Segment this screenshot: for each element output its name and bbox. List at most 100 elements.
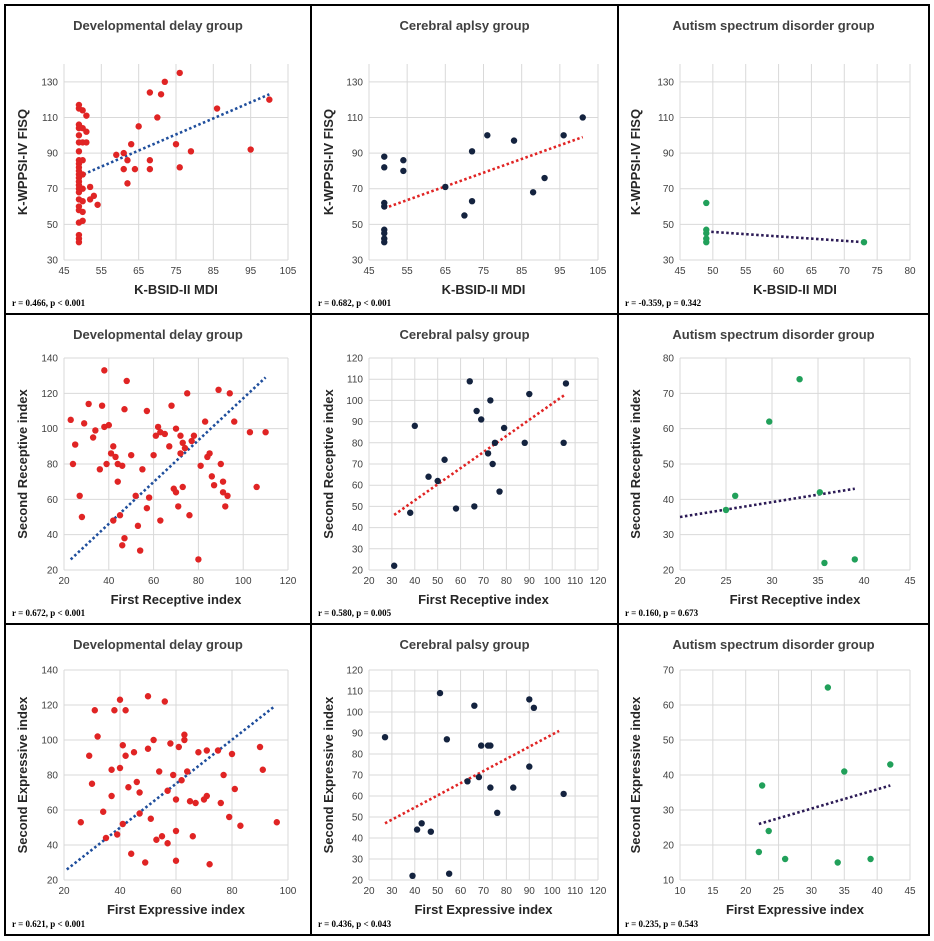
data-point xyxy=(144,693,152,700)
y-axis-label: Second Receptive index xyxy=(321,388,336,538)
y-tick-label: 120 xyxy=(346,354,363,365)
x-tick-label: 50 xyxy=(432,576,444,587)
y-tick-label: 120 xyxy=(41,389,58,400)
data-point xyxy=(181,736,188,744)
chart-panel: 20 30 40 50 60 70 80 20 25 30 35 40 45 Autism spectru… xyxy=(617,313,930,625)
data-point xyxy=(452,505,460,512)
x-tick-label: 80 xyxy=(193,576,205,587)
data-point xyxy=(208,473,216,480)
data-point xyxy=(143,504,151,512)
chart-title: Autism spectrum disorder group xyxy=(672,637,874,652)
chart-panel: 20 40 60 80 100 120 140 20 40 60 80 100 Developmenta… xyxy=(4,623,312,936)
x-tick-label: 55 xyxy=(740,266,752,277)
y-tick-label: 50 xyxy=(663,736,675,747)
x-tick-label: 20 xyxy=(363,576,375,587)
data-point xyxy=(217,799,224,807)
data-point xyxy=(197,462,204,469)
data-point xyxy=(136,810,143,817)
data-point xyxy=(821,559,828,567)
y-axis-label: Second Expressive index xyxy=(321,696,336,854)
x-tick-label: 45 xyxy=(674,266,686,277)
correlation-stat: r = 0.235, p = 0.543 xyxy=(625,919,699,929)
data-point xyxy=(224,492,231,499)
y-tick-label: 70 xyxy=(352,771,364,782)
data-point xyxy=(79,217,86,224)
x-tick-label: 90 xyxy=(524,576,536,587)
data-point xyxy=(560,439,567,446)
data-point xyxy=(246,429,254,436)
y-tick-label: 110 xyxy=(347,687,363,698)
x-tick-label: 60 xyxy=(170,886,182,897)
data-point xyxy=(120,149,127,157)
data-point xyxy=(703,238,710,246)
data-point xyxy=(487,784,494,791)
data-point xyxy=(150,451,157,459)
chart-panel: 30 50 70 90 110 130 45 50 55 60 65 70 75 80 Autism spe… xyxy=(617,4,930,315)
x-tick-label: 35 xyxy=(812,576,824,587)
y-tick-label: 110 xyxy=(658,113,674,124)
x-tick-label: 80 xyxy=(501,576,513,587)
panel-frame xyxy=(310,623,619,936)
y-tick-label: 40 xyxy=(47,530,59,541)
x-tick-label: 120 xyxy=(590,576,607,587)
x-tick-label: 100 xyxy=(235,576,252,587)
data-point xyxy=(475,773,483,781)
correlation-stat: r = 0.672, p < 0.001 xyxy=(12,608,86,618)
data-point xyxy=(164,787,171,794)
x-tick-label: 50 xyxy=(707,266,719,277)
panel-frame xyxy=(310,4,619,315)
data-point xyxy=(75,148,83,155)
y-tick-label: 30 xyxy=(352,544,364,555)
data-point xyxy=(112,453,119,461)
data-point xyxy=(824,684,832,691)
data-point xyxy=(116,512,124,519)
x-tick-label: 20 xyxy=(58,886,70,897)
data-point xyxy=(131,165,139,173)
data-point xyxy=(86,752,93,759)
data-point xyxy=(172,827,180,835)
y-axis-label: Second Expressive index xyxy=(15,696,30,854)
x-tick-label: 75 xyxy=(170,266,182,277)
data-point xyxy=(128,850,135,857)
data-point xyxy=(122,752,129,759)
data-point xyxy=(172,425,180,432)
data-point xyxy=(468,198,476,205)
y-tick-label: 50 xyxy=(663,220,675,231)
y-tick-label: 50 xyxy=(352,220,364,231)
data-point xyxy=(461,212,468,219)
y-tick-label: 50 xyxy=(352,502,364,513)
data-point xyxy=(411,422,418,430)
data-point xyxy=(529,189,537,196)
data-point xyxy=(79,208,86,216)
data-point xyxy=(494,809,501,816)
data-point xyxy=(478,416,485,423)
data-point xyxy=(167,740,174,747)
correlation-stat: r = -0.359, p = 0.342 xyxy=(625,298,702,308)
chart-title: Cerebral aplsy group xyxy=(399,18,529,33)
data-point xyxy=(400,167,407,175)
data-point xyxy=(473,407,480,415)
y-tick-label: 140 xyxy=(41,666,58,677)
y-tick-label: 20 xyxy=(47,566,59,577)
data-point xyxy=(125,784,132,791)
data-point xyxy=(161,430,168,438)
data-point xyxy=(79,198,86,205)
x-tick-label: 40 xyxy=(858,576,870,587)
y-tick-label: 90 xyxy=(663,149,675,160)
data-point xyxy=(145,494,153,501)
x-axis-label: First Expressive index xyxy=(414,902,553,917)
data-point xyxy=(83,112,90,119)
data-point xyxy=(266,96,273,103)
y-axis-label: K-WPPSI-IV FISQ xyxy=(628,109,643,215)
data-point xyxy=(136,547,144,554)
x-tick-label: 40 xyxy=(872,886,884,897)
x-tick-label: 70 xyxy=(478,886,490,897)
y-tick-label: 120 xyxy=(346,666,363,677)
data-point xyxy=(107,450,115,457)
data-point xyxy=(120,165,127,173)
x-tick-label: 95 xyxy=(245,266,257,277)
data-point xyxy=(526,763,533,770)
y-tick-label: 10 xyxy=(663,876,675,887)
data-point xyxy=(219,489,227,496)
